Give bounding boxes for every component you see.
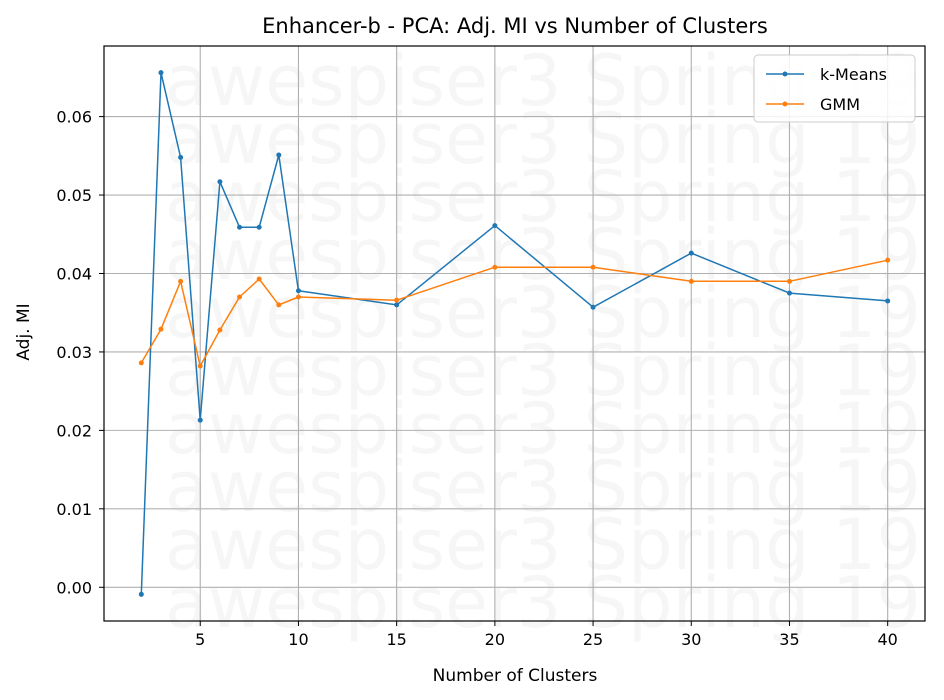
legend-marker-kmeans (782, 71, 788, 77)
data-point-kmeans (786, 290, 792, 296)
data-point-gmm (276, 302, 282, 308)
data-point-kmeans (158, 70, 164, 76)
y-tick-label: 0.03 (56, 343, 92, 362)
data-point-gmm (295, 294, 301, 300)
data-point-gmm (178, 278, 184, 284)
data-point-kmeans (256, 224, 262, 230)
x-tick-label: 35 (779, 630, 799, 649)
y-tick-label: 0.02 (56, 421, 92, 440)
x-axis-label: Number of Clusters (433, 666, 598, 686)
x-tick-label: 30 (681, 630, 701, 649)
watermark-line: awespiser3 Spring 19 (165, 562, 921, 644)
y-tick-label: 0.06 (56, 108, 92, 127)
y-axis-label: Adj. MI (14, 303, 34, 360)
data-point-gmm (688, 278, 694, 284)
data-point-gmm (590, 264, 596, 270)
y-tick-label: 0.05 (56, 186, 92, 205)
data-point-kmeans (885, 298, 891, 304)
y-tick-label: 0.00 (56, 578, 92, 597)
x-tick-label: 20 (485, 630, 505, 649)
data-point-gmm (138, 360, 144, 366)
data-point-gmm (158, 326, 164, 332)
data-point-gmm (217, 327, 223, 333)
plot-frame (103, 45, 926, 622)
data-point-gmm (256, 276, 262, 282)
data-point-kmeans (138, 591, 144, 597)
data-point-kmeans (178, 154, 184, 160)
x-tick-label: 25 (583, 630, 603, 649)
data-point-kmeans (237, 224, 243, 230)
data-point-kmeans (394, 302, 400, 308)
data-point-gmm (197, 363, 203, 369)
legend-label-gmm: GMM (820, 95, 860, 114)
x-tick-label: 10 (288, 630, 308, 649)
grid (104, 46, 925, 621)
data-point-gmm (237, 294, 243, 300)
data-point-kmeans (276, 152, 282, 158)
data-point-kmeans (197, 417, 203, 423)
x-tick-label: 15 (386, 630, 406, 649)
data-point-gmm (492, 264, 498, 270)
x-axis-ticks: 5 10 15 20 25 30 35 40 (195, 621, 898, 649)
y-axis-ticks: 0.00 0.01 0.02 0.03 0.04 0.05 0.06 (56, 108, 104, 597)
data-point-kmeans (217, 179, 223, 185)
legend-label-kmeans: k-Means (820, 65, 887, 84)
x-tick-label: 40 (878, 630, 898, 649)
y-tick-label: 0.01 (56, 500, 92, 519)
legend-marker-gmm (782, 101, 788, 107)
data-point-kmeans (688, 250, 694, 256)
data-point-kmeans (295, 288, 301, 294)
data-point-gmm (786, 278, 792, 284)
data-point-kmeans (492, 223, 498, 229)
data-point-gmm (394, 297, 400, 303)
data-point-kmeans (590, 304, 596, 310)
data-point-gmm (885, 257, 891, 263)
legend-box (753, 54, 916, 123)
legend: k-Means GMM (753, 54, 916, 123)
chart-title: Enhancer-b - PCA: Adj. MI vs Number of C… (262, 14, 768, 38)
y-tick-label: 0.04 (56, 264, 92, 283)
series-layer (138, 70, 891, 597)
x-tick-label: 5 (195, 630, 205, 649)
